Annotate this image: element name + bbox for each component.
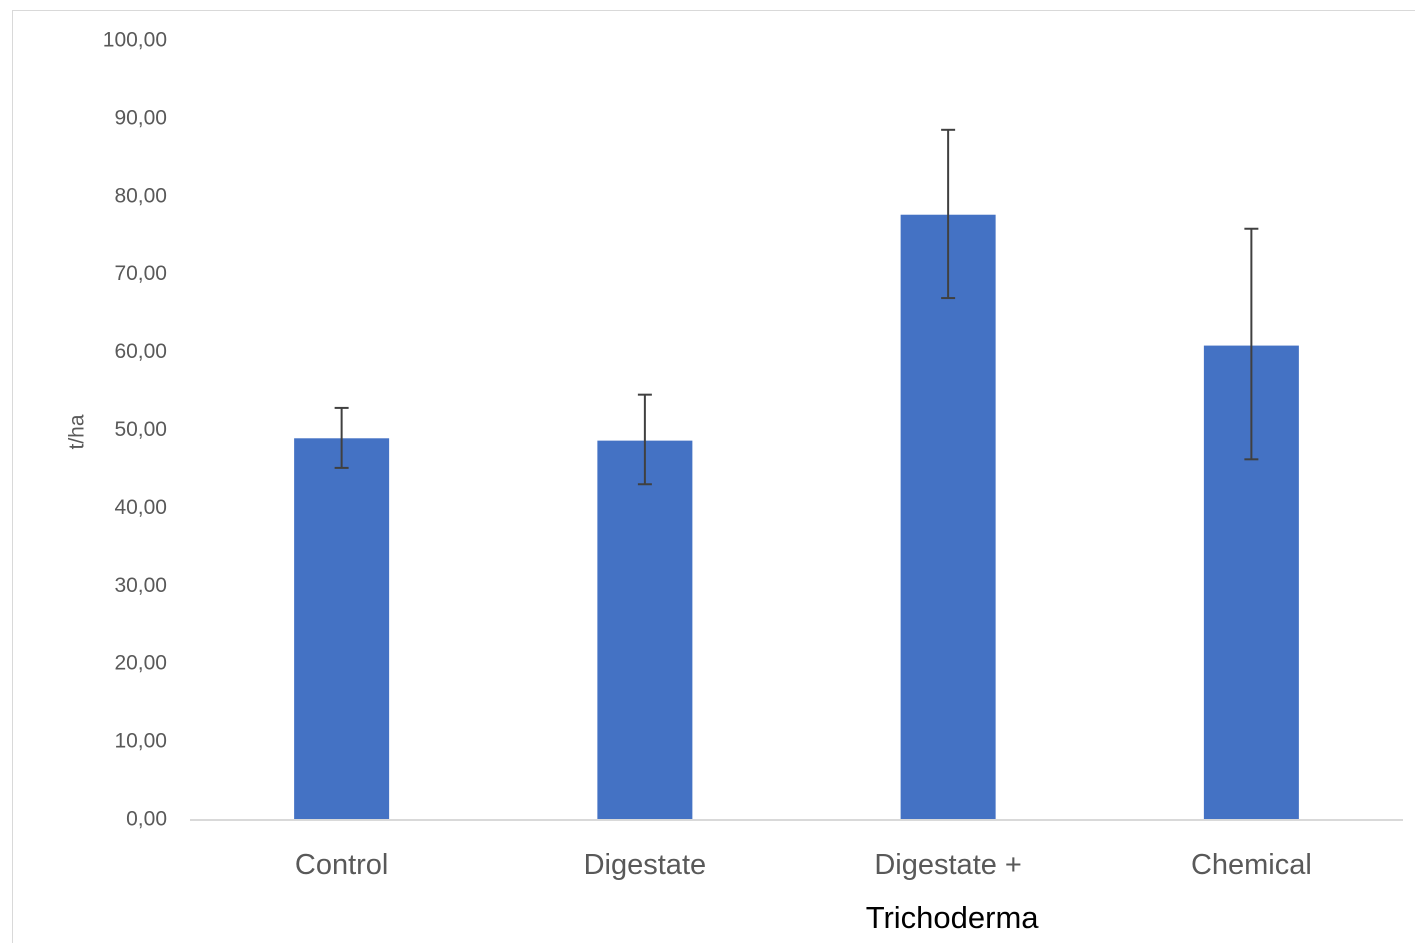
error-bar <box>334 406 349 469</box>
y-tick-label: 20,00 <box>114 652 167 675</box>
y-tick-label: 100,00 <box>103 29 167 52</box>
category-labels: Control Digestate Digestate + Trichoderma Ch… <box>295 849 1312 935</box>
y-tick-labels: 0,00 10,00 20,00 30,00 40,00 50,00 60,00 70,00 8… <box>103 29 167 831</box>
y-tick-label: 70,00 <box>114 262 167 285</box>
category-label: Digestate + <box>874 849 1022 881</box>
error-bar <box>1244 227 1259 461</box>
error-bar <box>941 128 956 300</box>
error-bar <box>637 393 652 486</box>
y-tick-label: 0,00 <box>126 808 167 831</box>
category-label: Chemical <box>1191 849 1312 881</box>
chart-frame <box>12 10 1415 943</box>
y-tick-label: 10,00 <box>114 730 167 753</box>
y-axis-label: t/ha <box>66 414 89 449</box>
bars <box>294 214 1299 821</box>
y-tick-label: 40,00 <box>114 496 167 519</box>
y-tick-label: 30,00 <box>114 574 167 597</box>
category-label: Digestate <box>584 849 707 881</box>
y-tick-label: 60,00 <box>114 340 167 363</box>
y-tick-label: 80,00 <box>114 184 167 207</box>
category-sublabel: Trichoderma <box>866 900 1040 935</box>
bar <box>900 214 996 821</box>
category-label: Control <box>295 849 389 881</box>
y-tick-label: 90,00 <box>114 106 167 129</box>
y-tick-label: 50,00 <box>114 418 167 441</box>
bar <box>294 438 390 820</box>
error-bars <box>334 128 1259 486</box>
bar <box>597 440 693 820</box>
